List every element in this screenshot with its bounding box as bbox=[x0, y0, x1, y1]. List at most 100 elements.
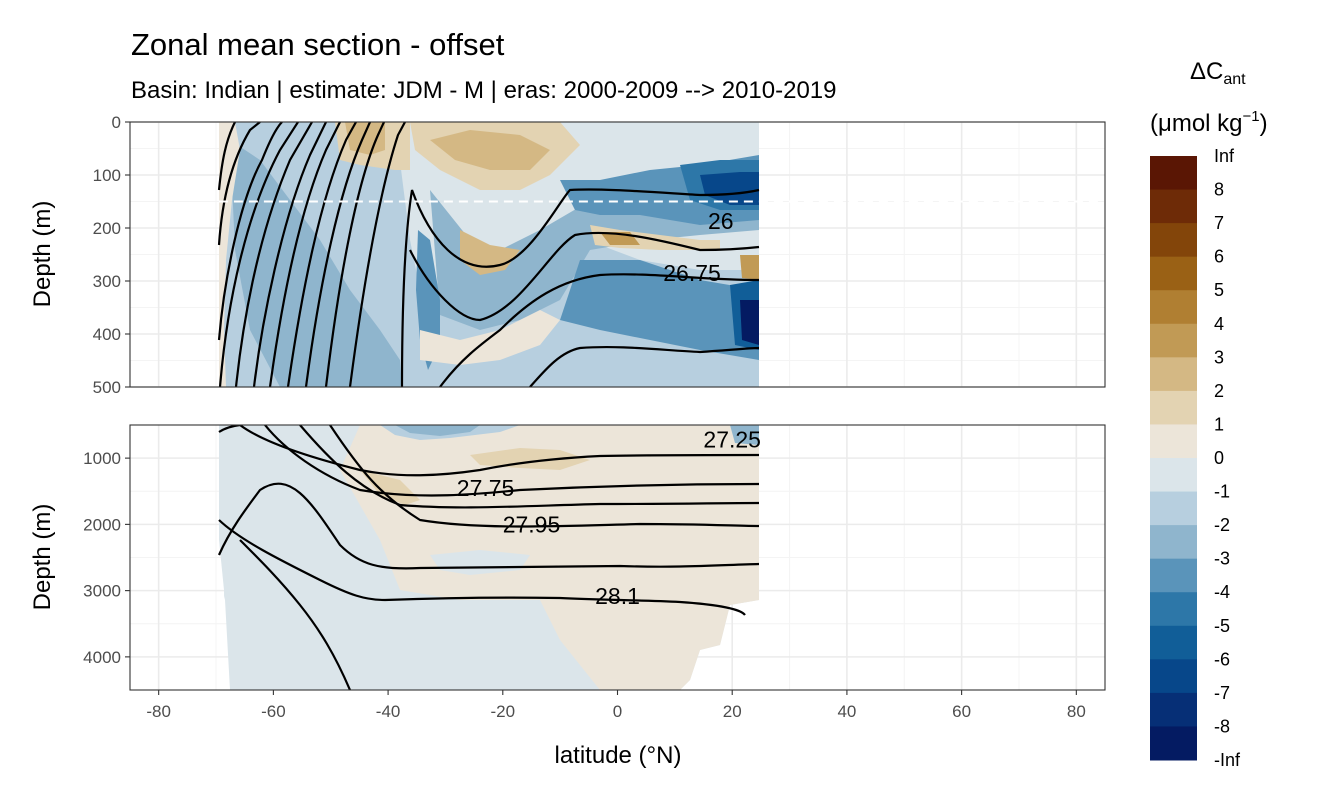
x-axis-label: latitude (°N) bbox=[555, 742, 682, 769]
legend-level-label: 5 bbox=[1214, 280, 1224, 300]
x-tick-label: -20 bbox=[491, 702, 516, 721]
legend-swatch bbox=[1150, 156, 1197, 191]
isopycnal-line bbox=[217, 122, 236, 191]
legend-level-label: 7 bbox=[1214, 213, 1224, 233]
y-tick-label: 3000 bbox=[83, 582, 121, 601]
isopycnal-line bbox=[234, 122, 313, 387]
legend-swatch bbox=[1150, 390, 1197, 425]
legend-level-label: -5 bbox=[1214, 616, 1230, 636]
chart-subtitle: Basin: Indian | estimate: JDM - M | eras… bbox=[131, 77, 837, 104]
upper-negative-zone-f bbox=[560, 260, 759, 360]
lower-isopycnal-labels: 27.25 27.75 27.95 28.1 bbox=[457, 427, 761, 609]
isopycnal-line bbox=[529, 345, 760, 387]
legend-level-label: Inf bbox=[1214, 146, 1235, 166]
isopycnal-line bbox=[348, 122, 406, 387]
lower-negative-zone-b bbox=[395, 425, 480, 436]
y-tick-label: 2000 bbox=[83, 515, 121, 534]
legend-level-label: -6 bbox=[1214, 649, 1230, 669]
upper-positive-zone-d bbox=[430, 130, 550, 170]
legend-labels: Inf 8 7 6 5 4 3 2 1 0 -1 -2 -3 -4 -5 -6 -7 -8 -Inf bbox=[1214, 146, 1241, 770]
isopycnal-line bbox=[217, 122, 283, 341]
y-tick-label: 0 bbox=[112, 113, 121, 132]
y-tick-label: 1000 bbox=[83, 449, 121, 468]
isopycnal-label: 26 bbox=[708, 208, 734, 234]
x-tick-label: 80 bbox=[1067, 702, 1086, 721]
color-legend: ΔCant (μmol kg−1) Inf 8 7 6 5 4 3 2 1 0 -1 -2 -3 -4 -5… bbox=[1150, 58, 1268, 770]
y-tick-label: 200 bbox=[93, 219, 121, 238]
x-tick-label: 20 bbox=[723, 702, 742, 721]
isopycnal-line bbox=[264, 425, 760, 497]
isopycnal-line bbox=[218, 122, 299, 387]
chart-title: Zonal mean section - offset bbox=[131, 27, 505, 62]
legend-level-label: 0 bbox=[1214, 448, 1224, 468]
isopycnal-label: 27.75 bbox=[457, 475, 515, 501]
isopycnal-line bbox=[329, 425, 760, 528]
legend-level-label: -2 bbox=[1214, 515, 1230, 535]
x-tick-label: -40 bbox=[376, 702, 401, 721]
legend-swatch bbox=[1150, 692, 1197, 727]
isopycnal-line bbox=[286, 122, 357, 387]
lower-isopycnals bbox=[217, 425, 760, 690]
isopycnal-line bbox=[239, 539, 352, 690]
legend-swatch bbox=[1150, 256, 1197, 291]
isopycnal-line bbox=[400, 188, 760, 387]
upper-negative-zone-h bbox=[700, 172, 759, 205]
upper-panel: 26 26.75 0 100 200 300 400 500 bbox=[93, 113, 1106, 397]
lower-y-ticks: 1000 2000 3000 4000 bbox=[83, 449, 130, 667]
legend-level-label: -4 bbox=[1214, 582, 1230, 602]
legend-swatch bbox=[1150, 323, 1197, 358]
lower-positive-zone-b bbox=[470, 448, 590, 470]
legend-title: ΔCant bbox=[1190, 58, 1246, 88]
isopycnal-line bbox=[217, 482, 760, 570]
legend-title-main: ΔC bbox=[1190, 58, 1223, 85]
upper-field bbox=[219, 122, 759, 387]
legend-level-label: -Inf bbox=[1214, 750, 1241, 770]
upper-isopycnals bbox=[217, 122, 760, 387]
y-tick-label: 4000 bbox=[83, 648, 121, 667]
legend-swatch bbox=[1150, 223, 1197, 258]
legend-level-label: 8 bbox=[1214, 180, 1224, 200]
legend-swatch bbox=[1150, 525, 1197, 560]
legend-title-subscript: ant bbox=[1223, 71, 1246, 88]
x-tick-label: 40 bbox=[837, 702, 856, 721]
legend-swatches bbox=[1150, 156, 1197, 761]
isopycnal-line bbox=[324, 122, 385, 387]
isopycnal-line bbox=[268, 122, 341, 387]
isopycnal-label: 27.95 bbox=[503, 511, 561, 537]
upper-y-ticks: 0 100 200 300 400 500 bbox=[93, 113, 130, 397]
isopycnal-label: 27.25 bbox=[703, 427, 761, 453]
legend-level-label: 6 bbox=[1214, 247, 1224, 267]
y-tick-label: 300 bbox=[93, 272, 121, 291]
legend-swatch bbox=[1150, 491, 1197, 526]
legend-level-label: -8 bbox=[1214, 716, 1230, 736]
legend-unit: (μmol kg−1) bbox=[1150, 108, 1268, 137]
legend-level-label: 4 bbox=[1214, 314, 1224, 334]
legend-level-label: -3 bbox=[1214, 549, 1230, 569]
legend-swatch bbox=[1150, 189, 1197, 224]
lower-field bbox=[219, 425, 759, 690]
legend-level-label: -1 bbox=[1214, 482, 1230, 502]
lower-y-axis-label: Depth (m) bbox=[29, 504, 56, 611]
isopycnal-line bbox=[239, 425, 760, 477]
x-tick-label: 60 bbox=[952, 702, 971, 721]
lower-positive-zone-c bbox=[360, 470, 420, 505]
isopycnal-line bbox=[217, 122, 261, 246]
legend-unit-superscript: −1 bbox=[1243, 108, 1260, 125]
isopycnal-line bbox=[299, 425, 760, 509]
y-tick-label: 500 bbox=[93, 378, 121, 397]
legend-level-label: -7 bbox=[1214, 683, 1230, 703]
upper-negative-zone-j bbox=[740, 300, 759, 345]
lower-negative-zone-c bbox=[730, 425, 759, 445]
isopycnal-label: 26.75 bbox=[663, 260, 721, 286]
x-axis-ticks: -80 -60 -40 -20 0 20 40 60 80 bbox=[146, 690, 1086, 721]
lower-panel: 27.25 27.75 27.95 28.1 1000 2000 3000 4000 bbox=[83, 424, 1106, 691]
upper-y-axis-label: Depth (m) bbox=[29, 201, 56, 308]
legend-swatch bbox=[1150, 357, 1197, 392]
y-tick-label: 100 bbox=[93, 166, 121, 185]
upper-isopycnal-labels: 26 26.75 bbox=[663, 208, 733, 286]
x-tick-label: -80 bbox=[146, 702, 171, 721]
legend-swatch bbox=[1150, 592, 1197, 627]
legend-swatch bbox=[1150, 659, 1197, 694]
legend-level-label: 2 bbox=[1214, 381, 1224, 401]
